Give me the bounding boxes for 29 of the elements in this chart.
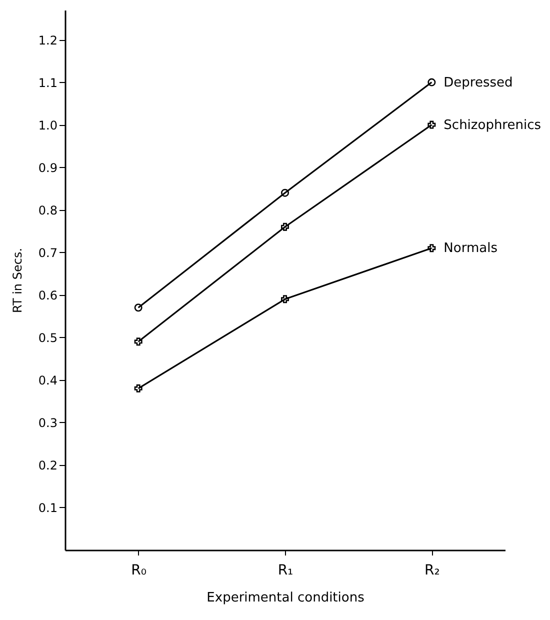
point bbox=[280, 222, 290, 231]
x-tick-label: R₀ bbox=[131, 562, 147, 578]
point bbox=[428, 78, 436, 86]
point bbox=[134, 338, 142, 346]
x-tick-label: R₂ bbox=[424, 562, 440, 578]
y-tick-label: 0.4 bbox=[38, 373, 58, 388]
point bbox=[428, 120, 436, 129]
series-label: Schizophrenics bbox=[444, 118, 542, 133]
x-axis-title: Experimental conditions bbox=[206, 590, 365, 606]
point bbox=[134, 304, 142, 312]
y-tick-label: 1.1 bbox=[38, 76, 58, 90]
y-tick-label: 1.2 bbox=[38, 33, 58, 48]
y-tick-label: 0.5 bbox=[38, 330, 58, 345]
y-tick-label: 0.6 bbox=[38, 288, 58, 302]
y-tick-label: 0.7 bbox=[38, 246, 58, 260]
y-tick-label: 0.9 bbox=[38, 160, 58, 175]
y-tick-label: 0.8 bbox=[38, 203, 58, 218]
y-axis-title: RT in Secs. bbox=[10, 248, 24, 314]
point bbox=[280, 295, 290, 304]
y-tick-label: 0.3 bbox=[38, 416, 58, 430]
series-label: Depressed bbox=[444, 75, 513, 90]
x-tick-label: R₁ bbox=[278, 562, 294, 578]
y-tick-label: 0.1 bbox=[38, 500, 58, 515]
y-tick-label: 0.2 bbox=[38, 458, 58, 472]
point bbox=[134, 384, 142, 392]
point bbox=[280, 188, 290, 197]
point bbox=[428, 244, 436, 252]
series-label: Normals bbox=[444, 241, 498, 256]
y-tick-label: 1.0 bbox=[38, 118, 58, 132]
